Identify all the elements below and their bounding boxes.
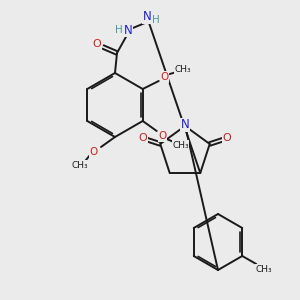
Text: O: O <box>90 147 98 157</box>
Text: N: N <box>181 118 189 131</box>
Text: H: H <box>115 25 123 35</box>
Text: CH₃: CH₃ <box>72 160 88 169</box>
Text: O: O <box>93 39 101 49</box>
Text: N: N <box>142 11 152 23</box>
Text: O: O <box>139 134 148 143</box>
Text: O: O <box>160 72 169 82</box>
Text: H: H <box>152 15 160 25</box>
Text: O: O <box>223 134 231 143</box>
Text: CH₃: CH₃ <box>174 65 191 74</box>
Text: CH₃: CH₃ <box>172 140 189 149</box>
Text: CH₃: CH₃ <box>256 265 273 274</box>
Text: N: N <box>124 23 132 37</box>
Text: O: O <box>159 131 167 141</box>
